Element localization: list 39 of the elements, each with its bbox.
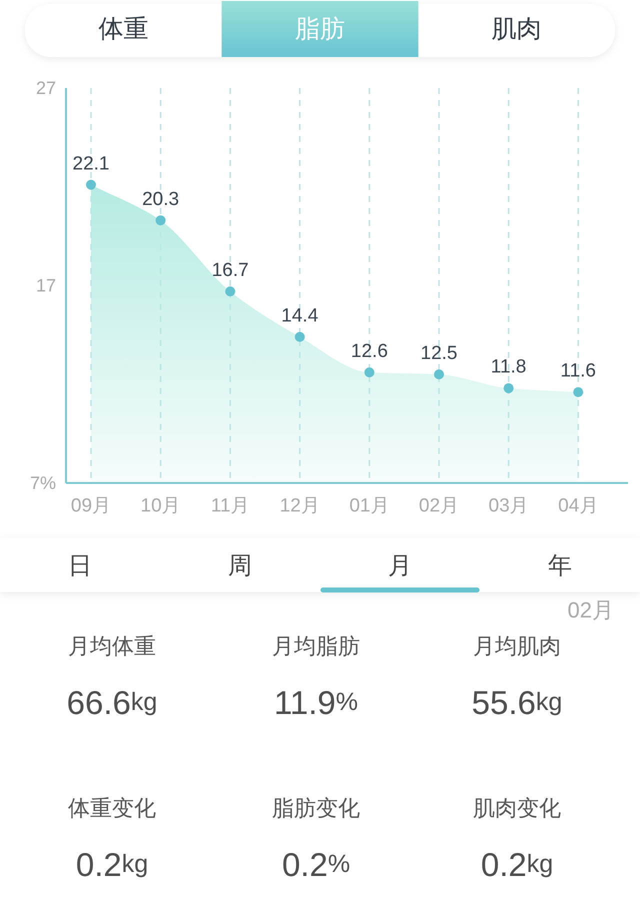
- text: 年: [548, 552, 572, 580]
- data-label: 22.1: [72, 153, 110, 174]
- text: 肌肉: [492, 15, 542, 43]
- data-label: 11.8: [490, 356, 526, 378]
- data-label: 14.4: [281, 305, 319, 326]
- text: 肌肉变化: [473, 796, 561, 820]
- text: 月均肌肉: [473, 634, 561, 658]
- text: 0.2%: [282, 846, 350, 882]
- text: 02月: [568, 598, 614, 622]
- text: 体重: [98, 15, 148, 43]
- data-label: 12.6: [350, 340, 388, 362]
- text: 日: [68, 552, 92, 580]
- text: 66.6kg: [66, 684, 158, 720]
- text: 0.2kg: [480, 846, 554, 882]
- x-tick-label: 11月: [210, 496, 250, 516]
- text: 11.9%: [274, 684, 358, 720]
- x-tick-label: 10月: [140, 496, 181, 516]
- y-tick-label: 17: [36, 276, 56, 296]
- text: 月均脂肪: [272, 634, 360, 658]
- text: 脂肪变化: [272, 796, 360, 820]
- x-tick-label: 03月: [488, 496, 529, 516]
- text: 月均体重: [68, 634, 156, 658]
- text: 体重变化: [68, 796, 156, 820]
- x-tick-label: 12月: [280, 496, 320, 516]
- x-tick-label: 01月: [349, 496, 390, 516]
- x-tick-label: 02月: [418, 496, 460, 516]
- data-label: 12.5: [420, 342, 458, 364]
- y-tick-label: 7%: [30, 473, 56, 493]
- x-tick-label: 04月: [558, 496, 598, 516]
- text: 周: [228, 552, 252, 580]
- text: 55.6kg: [472, 684, 562, 720]
- data-label: 20.3: [142, 188, 180, 210]
- text: 脂肪: [295, 15, 345, 43]
- data-label: 16.7: [212, 260, 249, 281]
- x-tick-label: 09月: [70, 496, 112, 516]
- data-label: 11.6: [560, 360, 596, 382]
- y-tick-label: 27: [36, 78, 56, 98]
- text: 月: [388, 552, 412, 580]
- text: 0.2kg: [76, 846, 148, 882]
